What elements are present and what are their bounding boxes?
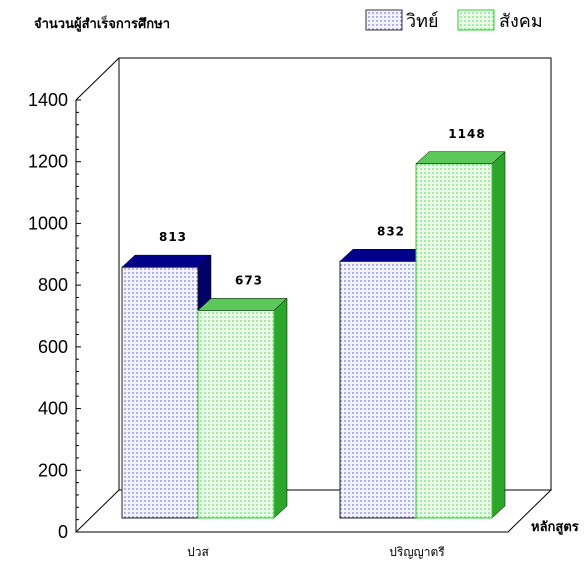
bar-side xyxy=(491,151,506,519)
legend-swatch-1 xyxy=(457,9,495,31)
data-labels: 813 673 832 1148 xyxy=(159,127,485,288)
bar xyxy=(197,309,275,519)
floor xyxy=(74,489,553,533)
bar xyxy=(339,260,417,519)
data-label: 1148 xyxy=(448,127,485,141)
y-tick-label: 800 xyxy=(38,275,68,295)
legend-label-0: วิทย์ xyxy=(406,11,439,32)
data-label: 832 xyxy=(377,224,405,238)
y-tick-label: 1200 xyxy=(28,152,68,172)
bar xyxy=(121,266,199,519)
legend-swatch-0 xyxy=(365,9,403,31)
y-tick-label: 1400 xyxy=(28,90,68,110)
x-axis-title: หลักสูตร xyxy=(531,520,579,535)
y-tick-label: 600 xyxy=(38,337,68,357)
left-wall-top-edge xyxy=(75,57,120,101)
axes: 0 200 400 600 800 1000 1200 1400 ปวส ปริญญาตรี xyxy=(28,57,553,559)
bar-top xyxy=(121,254,212,268)
y-tick-label: 1000 xyxy=(28,213,68,233)
y-tick-label: 0 xyxy=(58,522,68,542)
data-label: 813 xyxy=(159,230,187,244)
y-tick-label: 200 xyxy=(38,460,68,480)
y-tick-label: 400 xyxy=(38,399,68,419)
bars xyxy=(121,151,506,519)
x-tick-label: ปริญญาตรี xyxy=(389,545,445,559)
y-axis-title: จำนวนผู้สำเร็จการศึกษา xyxy=(34,14,170,32)
legend: วิทย์ สังคม xyxy=(365,9,543,32)
legend-label-1: สังคม xyxy=(499,11,543,32)
bar-top xyxy=(197,298,288,311)
x-tick-label: ปวส xyxy=(187,545,209,559)
bar xyxy=(415,163,493,519)
bar-side xyxy=(273,297,288,519)
data-label: 673 xyxy=(235,273,263,287)
bar-top xyxy=(415,151,506,165)
